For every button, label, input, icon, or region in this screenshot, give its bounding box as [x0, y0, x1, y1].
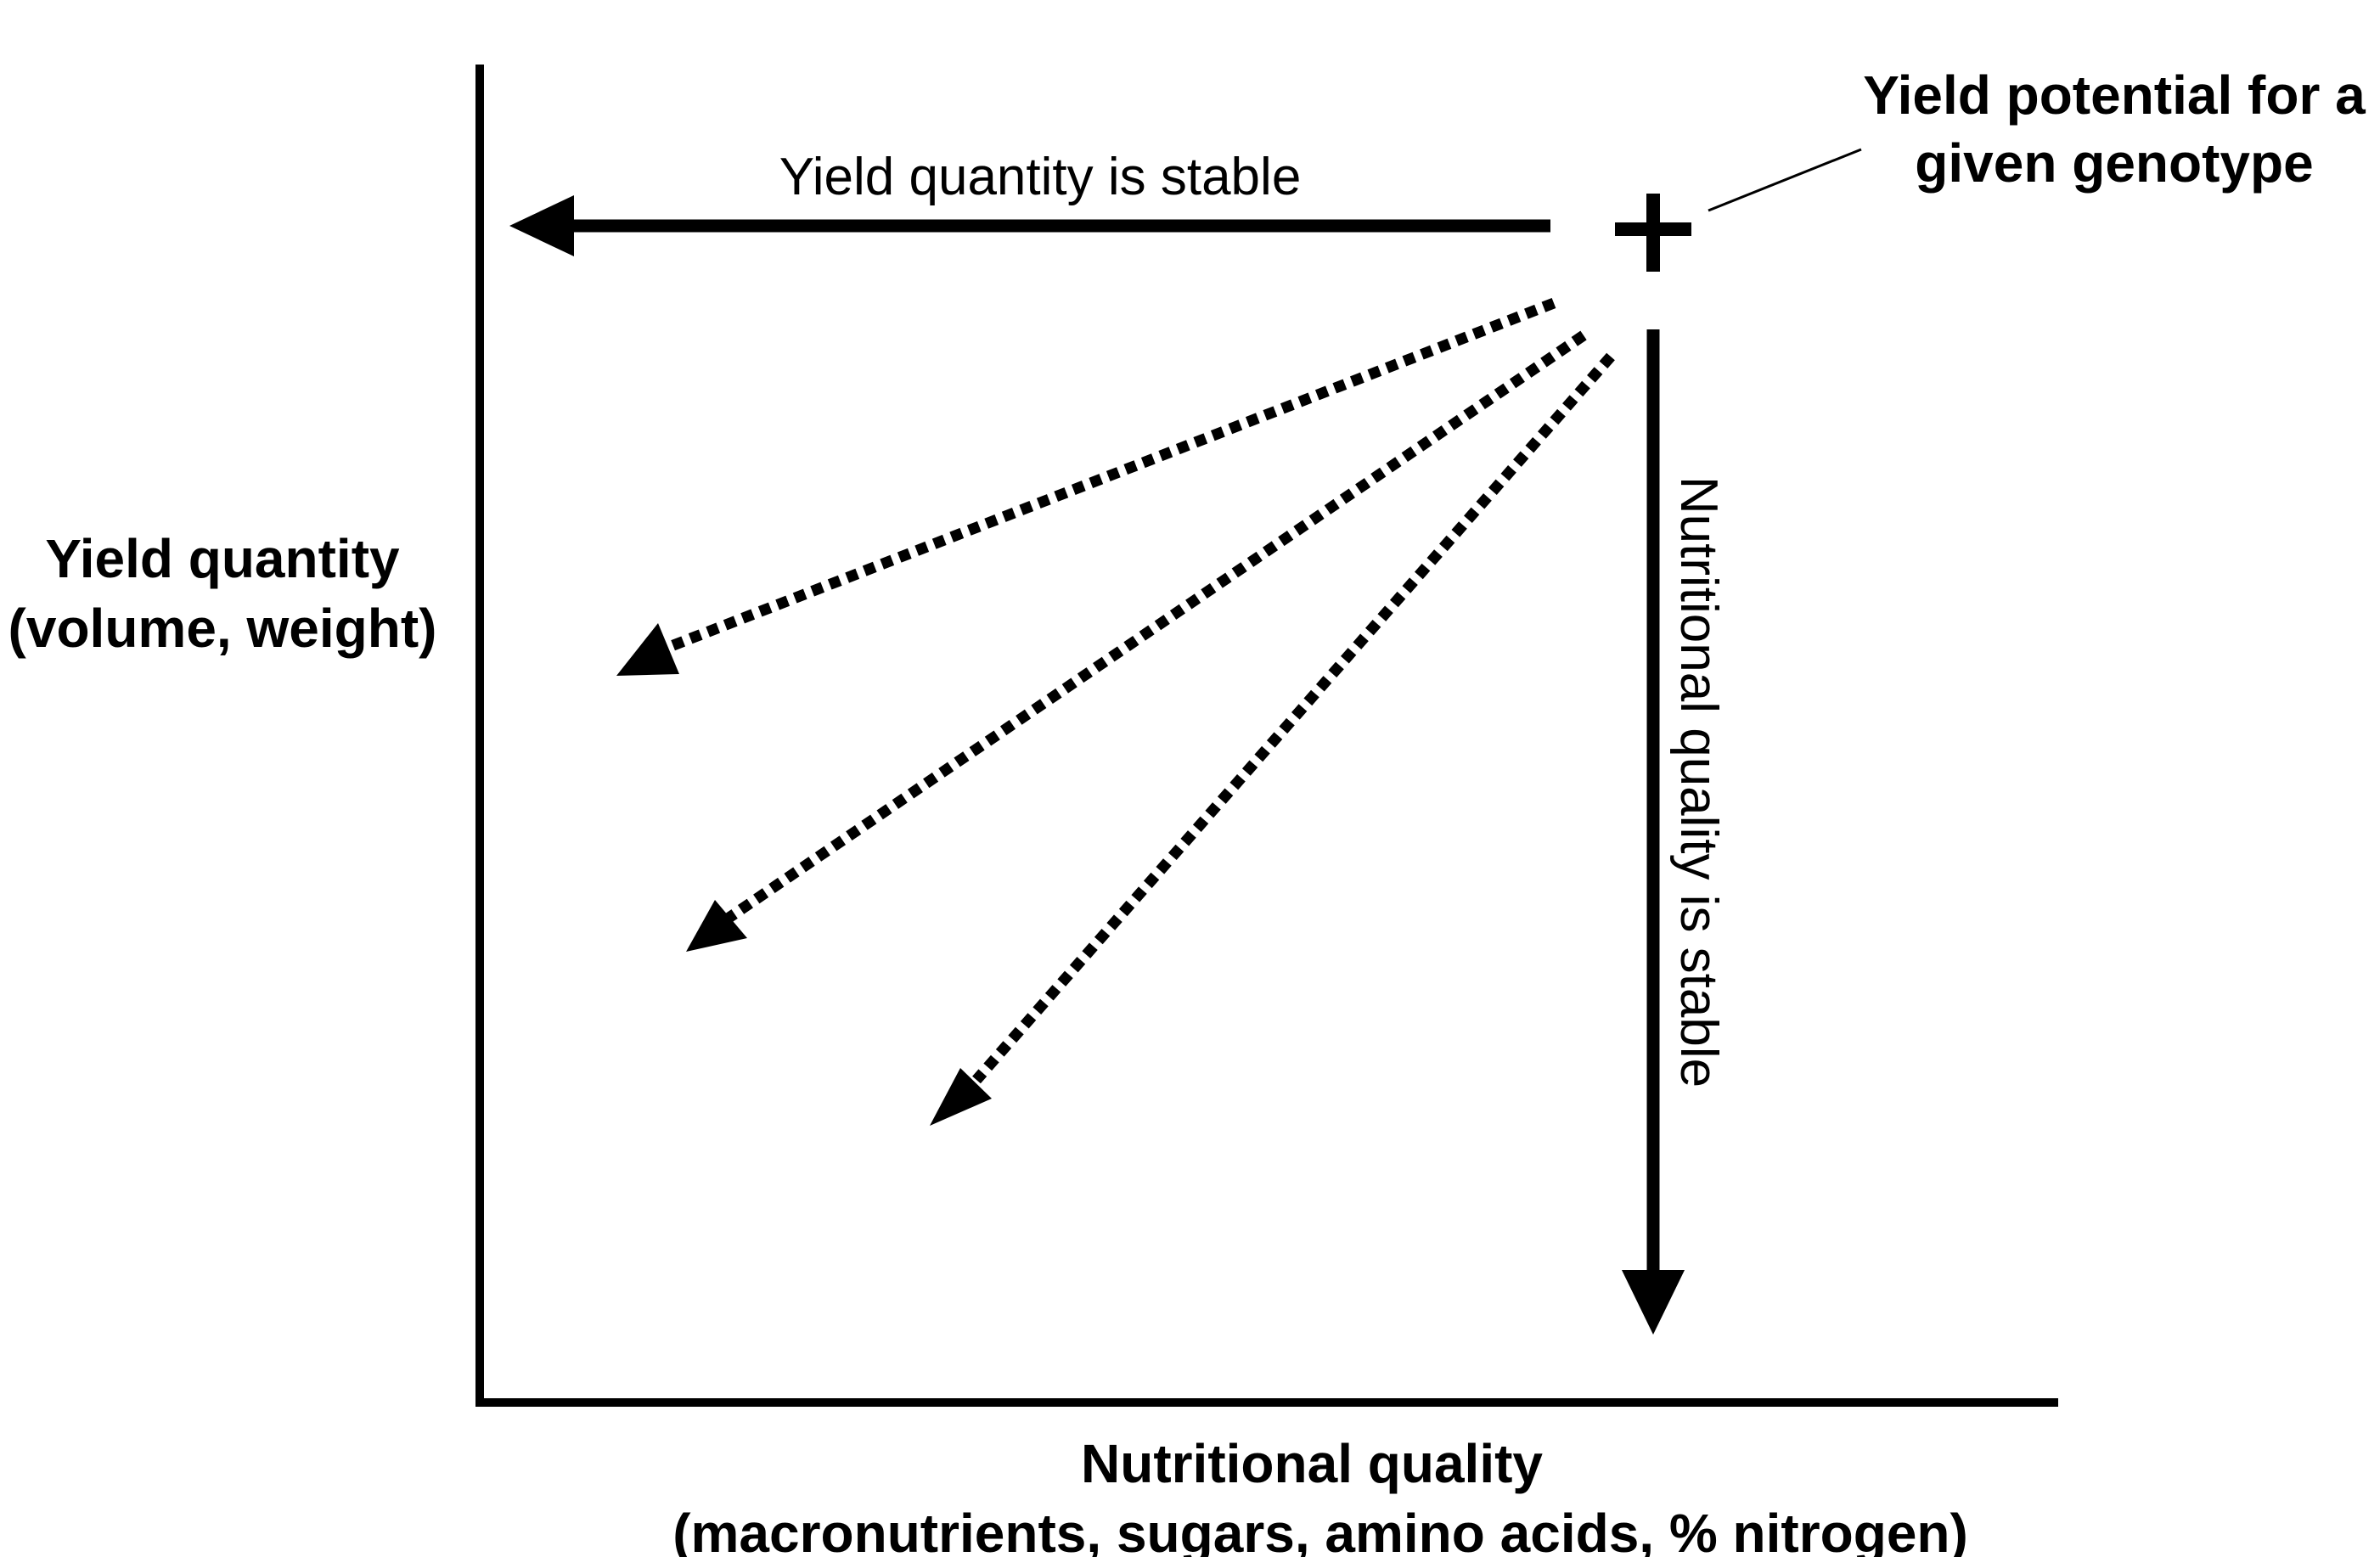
vertical-arrow-label: Nutritional quality is stable [1669, 476, 1728, 1088]
x-axis-label-line1: Nutritional quality [1081, 1433, 1543, 1494]
y-axis-label-line2: (volume, weight) [8, 598, 437, 659]
x-axis-label-line2: (macronutrients, sugars, amino acids, % … [672, 1503, 1968, 1557]
potential-label-line1: Yield potential for a [1863, 65, 2366, 126]
potential-label-line2: given genotype [1915, 132, 2313, 194]
horizontal-arrow-label: Yield quantity is stable [779, 148, 1302, 206]
yield-potential-marker [1615, 194, 1691, 272]
dotted-arrow-shallow [616, 297, 1556, 676]
horizontal-arrow [509, 195, 1550, 256]
dotted-arrow-middle [686, 330, 1587, 952]
vertical-arrow [1622, 329, 1685, 1335]
potential-leader-line [1708, 148, 1862, 212]
dotted-arrow-steep [930, 352, 1615, 1126]
y-axis-label-line1: Yield quantity [45, 528, 400, 589]
